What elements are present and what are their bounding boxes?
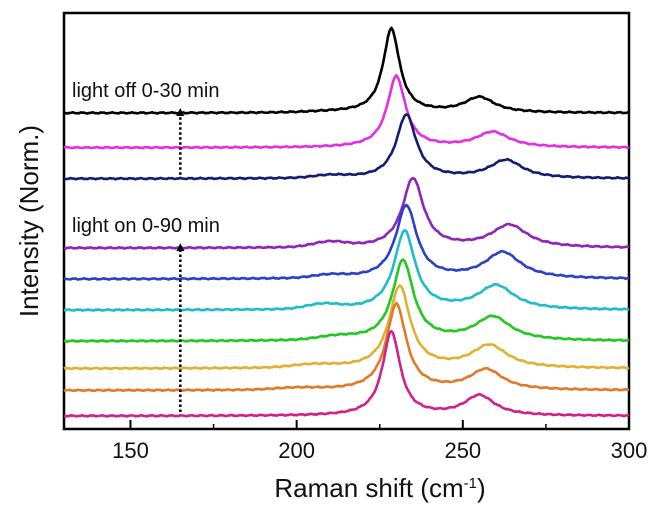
arrow-head-2 — [176, 243, 185, 252]
plot-frame — [62, 11, 631, 431]
series-layer — [63, 26, 630, 418]
spectrum-line-2 — [63, 74, 630, 150]
spectrum-line-10 — [64, 329, 630, 418]
annotation-label-2: light on 0-90 min — [72, 215, 220, 237]
spectrum-line-4 — [63, 176, 630, 250]
x-ticks: 150 200 250 300 — [112, 420, 647, 463]
annotations: light off 0-30 min light on 0-90 min — [72, 80, 220, 412]
spectrum-line-5 — [63, 203, 630, 281]
spectrum-line-6 — [63, 229, 630, 312]
arrow-head-1 — [176, 108, 185, 117]
spectrum-line-1 — [63, 26, 630, 115]
x-tick-label: 200 — [278, 438, 315, 463]
spectrum-line-3 — [63, 113, 630, 181]
x-axis-title: Raman shift (cm-1) — [274, 473, 485, 503]
spectrum-line-8 — [63, 284, 630, 371]
spectrum-line-9 — [63, 301, 630, 393]
annotation-label-1: light off 0-30 min — [72, 80, 220, 102]
x-tick-label: 300 — [611, 438, 648, 463]
x-tick-label: 150 — [112, 438, 149, 463]
x-tick-label: 250 — [444, 438, 481, 463]
y-axis-title: Intensity (Norm.) — [14, 125, 44, 317]
spectrum-line-7 — [63, 258, 630, 343]
